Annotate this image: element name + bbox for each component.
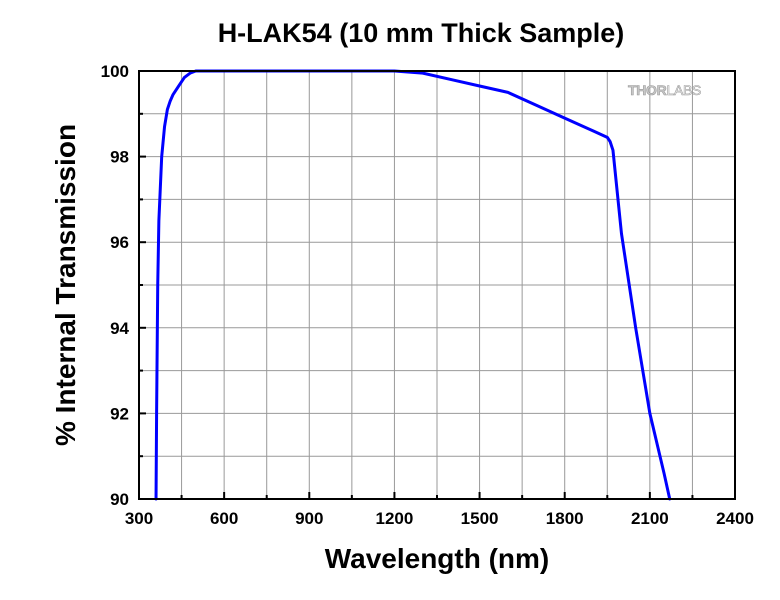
grid [139, 71, 735, 499]
y-tick-label: 96 [110, 233, 129, 252]
thorlabs-logo: THORLABS [628, 82, 702, 99]
x-axis-label: Wavelength (nm) [325, 543, 550, 574]
x-tick-label: 1500 [461, 509, 499, 528]
svg-text:THORLABS: THORLABS [628, 82, 701, 98]
x-tick-label: 1200 [376, 509, 414, 528]
axes [138, 70, 736, 500]
x-tick-label: 2100 [631, 509, 669, 528]
x-tick-label: 2400 [716, 509, 754, 528]
y-axis-label: % Internal Transmission [50, 124, 81, 446]
y-tick-label: 98 [110, 148, 129, 167]
y-tick-label: 94 [110, 319, 129, 338]
tick-labels: 300 600 900 1200 1500 1800 2100 2400 90 92 94 96 98 1… [101, 62, 754, 528]
y-tick-label: 90 [110, 490, 129, 509]
x-tick-label: 1800 [546, 509, 584, 528]
x-tick-label: 300 [125, 509, 153, 528]
y-tick-label: 100 [101, 62, 129, 81]
x-tick-label: 600 [210, 509, 238, 528]
y-tick-label: 92 [110, 404, 129, 423]
x-tick-label: 900 [295, 509, 323, 528]
chart-title: H-LAK54 (10 mm Thick Sample) [218, 18, 625, 48]
